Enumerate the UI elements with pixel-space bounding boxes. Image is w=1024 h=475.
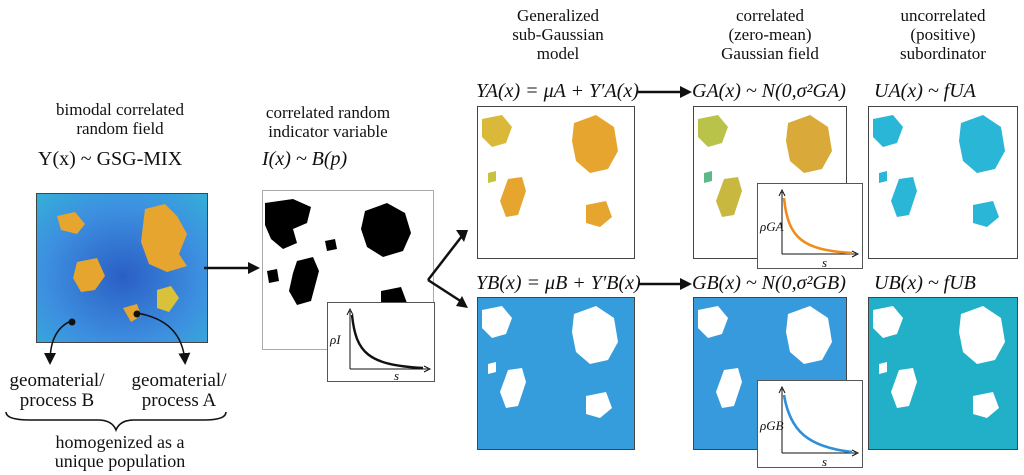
gauss-title-line3: Gaussian field bbox=[721, 44, 819, 63]
process-a-marker bbox=[133, 310, 141, 318]
gsg-title: Generalized sub-Gaussian model bbox=[478, 6, 638, 63]
left-title: bimodal correlated random field bbox=[30, 100, 210, 138]
indicator-inset-xlabel: s bbox=[394, 368, 400, 383]
gauss-title: correlated (zero-mean) Gaussian field bbox=[690, 6, 850, 63]
left-title-line2: random field bbox=[76, 119, 164, 138]
subord-title-line3: subordinator bbox=[900, 44, 986, 63]
split-arrows bbox=[427, 230, 468, 308]
gauss-title-line2: (zero-mean) bbox=[728, 25, 812, 44]
subord-equation-a: UA(x) ~ fUA bbox=[874, 80, 976, 102]
gsg-field-a-panel bbox=[477, 106, 635, 259]
subord-field-a-panel bbox=[868, 106, 1018, 259]
gsg-field-b-panel bbox=[477, 297, 635, 450]
label-process-b-line1: geomaterial/ bbox=[9, 370, 105, 391]
arrow-b-to-gauss bbox=[638, 278, 692, 290]
subord-field-b-panel bbox=[868, 297, 1018, 450]
gauss-inset-a-ylabel: ρGA bbox=[760, 219, 784, 234]
left-title-line1: bimodal correlated bbox=[56, 100, 184, 119]
label-process-b: geomaterial/ process B bbox=[2, 371, 112, 411]
subord-title: uncorrelated (positive) subordinator bbox=[868, 6, 1018, 63]
bimodal-field-map bbox=[37, 194, 207, 342]
homogenized-label: homogenized as a unique population bbox=[30, 433, 210, 471]
indicator-title-line1: correlated random bbox=[265, 103, 391, 122]
gsg-title-line2: sub-Gaussian bbox=[512, 25, 604, 44]
indicator-title: correlated random indicator variable bbox=[248, 103, 408, 141]
gsg-equation-a-text: YA(x) = μA + Y′A(x) bbox=[476, 80, 639, 102]
homogenized-line1: homogenized as a bbox=[55, 432, 185, 452]
gsg-equation-b-text: YB(x) = μB + Y′B(x) bbox=[476, 272, 641, 294]
gsg-equation-b: YB(x) = μB + Y′B(x) bbox=[476, 272, 641, 294]
homogenized-line2: unique population bbox=[54, 451, 186, 471]
subord-field-b-map bbox=[869, 298, 1017, 449]
subord-field-a-map bbox=[869, 107, 1017, 258]
label-process-a-line2: process A bbox=[141, 390, 217, 411]
indicator-inset: ρI s bbox=[327, 302, 435, 383]
gsg-field-a-map bbox=[478, 107, 634, 258]
gauss-inset-a: ρGA s bbox=[757, 183, 863, 270]
gsg-field-b-map bbox=[478, 298, 634, 449]
gauss-equation-a: GA(x) ~ N(0,σ²GA) bbox=[692, 80, 846, 102]
gauss-b-correlation-plot bbox=[778, 385, 860, 457]
label-process-a: geomaterial/ process A bbox=[124, 371, 234, 411]
bimodal-field-panel bbox=[36, 193, 208, 343]
arrow-to-indicator bbox=[204, 262, 260, 274]
gauss-inset-b-ylabel: ρGB bbox=[760, 418, 784, 433]
left-formula: Y(x) ~ GSG-MIX bbox=[38, 148, 183, 170]
indicator-title-line2: indicator variable bbox=[268, 122, 388, 141]
gauss-inset-b-xlabel: s bbox=[822, 454, 828, 469]
gauss-inset-a-xlabel: s bbox=[822, 255, 828, 270]
gsg-equation-a: YA(x) = μA + Y′A(x) bbox=[476, 80, 639, 102]
subord-equation-b: UB(x) ~ fUB bbox=[874, 272, 976, 294]
gauss-equation-b: GB(x) ~ N(0,σ²GB) bbox=[692, 272, 846, 294]
gauss-title-line1: correlated bbox=[736, 6, 804, 25]
gsg-title-line3: model bbox=[536, 44, 580, 63]
gauss-a-correlation-plot bbox=[778, 188, 860, 258]
subord-title-line2: (positive) bbox=[910, 25, 976, 44]
indicator-correlation-plot bbox=[346, 307, 432, 373]
indicator-inset-ylabel: ρI bbox=[330, 332, 341, 347]
gsg-title-line1: Generalized bbox=[516, 6, 600, 25]
gauss-inset-b: ρGB s bbox=[757, 380, 863, 469]
process-b-marker bbox=[68, 318, 76, 326]
label-process-b-line2: process B bbox=[19, 390, 95, 411]
label-process-a-line1: geomaterial/ bbox=[131, 370, 227, 391]
arrow-a-to-gauss bbox=[638, 86, 692, 98]
indicator-formula: I(x) ~ B(p) bbox=[262, 148, 348, 170]
subord-title-line1: uncorrelated bbox=[900, 6, 986, 25]
